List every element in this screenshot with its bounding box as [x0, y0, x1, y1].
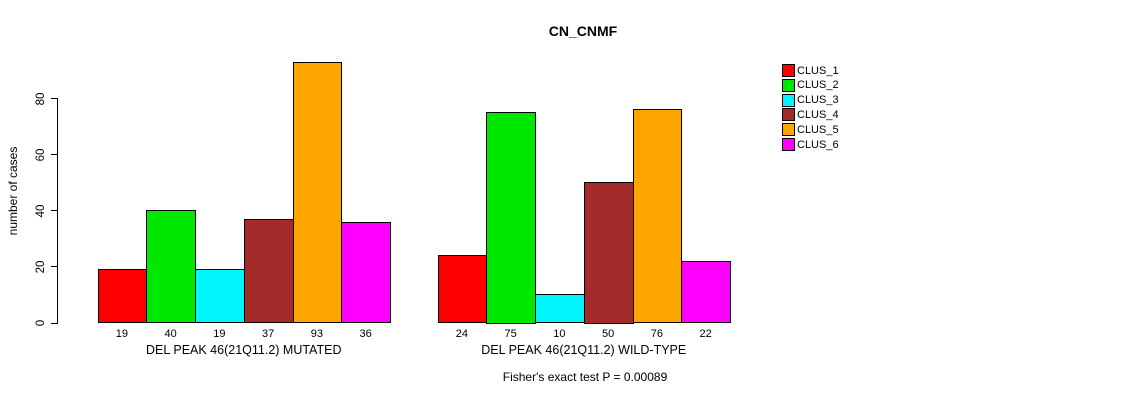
bar-value-label: 76 — [650, 328, 663, 340]
group-axis-label: DEL PEAK 46(21Q11.2) MUTATED — [146, 343, 342, 357]
y-tick-label: 40 — [35, 204, 47, 218]
y-tick-mark — [50, 98, 58, 100]
bar — [146, 210, 196, 324]
bar-value-label: 22 — [699, 328, 712, 340]
y-tick-mark — [50, 322, 58, 324]
bar-value-label: 24 — [455, 328, 468, 340]
y-tick-label: 80 — [35, 92, 47, 105]
y-tick-label: 60 — [35, 148, 47, 162]
bar-value-label: 40 — [164, 328, 177, 340]
legend-label: CLUS_2 — [797, 79, 839, 92]
legend-swatch — [782, 108, 795, 122]
fisher-test-note: Fisher's exact test P = 0.00089 — [502, 370, 668, 384]
legend-swatch — [782, 93, 795, 107]
bar — [583, 182, 634, 324]
bar — [243, 218, 294, 324]
bar-value-label: 93 — [310, 328, 323, 340]
legend-swatch — [782, 123, 795, 137]
bar — [437, 255, 488, 324]
bar-value-label: 19 — [115, 328, 128, 340]
legend-swatch — [782, 78, 795, 92]
bar-value-label: 19 — [213, 328, 226, 340]
bar-value-label: 10 — [553, 328, 566, 340]
bar — [292, 61, 343, 324]
legend-swatch — [782, 64, 795, 77]
y-tick-label: 0 — [35, 319, 47, 327]
legend-label: CLUS_5 — [797, 123, 839, 136]
bar-value-label: 37 — [262, 328, 275, 340]
bar — [97, 269, 148, 324]
y-tick-mark — [50, 266, 58, 268]
bar — [632, 109, 683, 324]
y-tick-mark — [50, 210, 58, 212]
legend-label: CLUS_1 — [797, 64, 839, 77]
y-tick-label: 20 — [35, 260, 47, 274]
bar — [195, 269, 245, 324]
bar — [681, 260, 731, 324]
group-axis-label: DEL PEAK 46(21Q11.2) WILD-TYPE — [481, 343, 687, 357]
bar — [341, 221, 391, 324]
legend-label: CLUS_3 — [797, 94, 839, 107]
y-axis-line — [57, 98, 58, 324]
bar-value-label: 50 — [602, 328, 615, 340]
legend-label: CLUS_4 — [797, 108, 839, 121]
bar — [486, 112, 536, 324]
legend-swatch — [782, 138, 795, 151]
bar — [535, 294, 585, 324]
bar-value-label: 36 — [359, 328, 372, 340]
chart-title: CN_CNMF — [548, 23, 618, 39]
bar-value-label: 75 — [504, 328, 517, 340]
legend-label: CLUS_6 — [797, 138, 839, 151]
y-tick-mark — [50, 154, 58, 156]
